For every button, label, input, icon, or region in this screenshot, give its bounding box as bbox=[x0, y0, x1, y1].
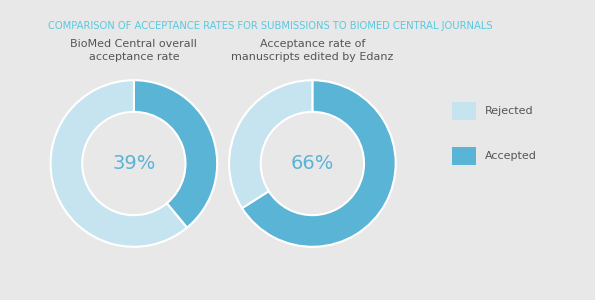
Text: Accepted: Accepted bbox=[485, 151, 537, 161]
Wedge shape bbox=[229, 80, 312, 208]
Text: 66%: 66% bbox=[291, 154, 334, 173]
Text: 39%: 39% bbox=[112, 154, 155, 173]
Wedge shape bbox=[51, 80, 187, 247]
Text: BioMed Central overall
acceptance rate: BioMed Central overall acceptance rate bbox=[70, 39, 198, 62]
Text: Rejected: Rejected bbox=[485, 106, 534, 116]
Text: Acceptance rate of
manuscripts edited by Edanz: Acceptance rate of manuscripts edited by… bbox=[231, 39, 393, 62]
Text: COMPARISON OF ACCEPTANCE RATES FOR SUBMISSIONS TO BIOMED CENTRAL JOURNALS: COMPARISON OF ACCEPTANCE RATES FOR SUBMI… bbox=[48, 21, 492, 31]
Wedge shape bbox=[242, 80, 396, 247]
Wedge shape bbox=[134, 80, 217, 228]
